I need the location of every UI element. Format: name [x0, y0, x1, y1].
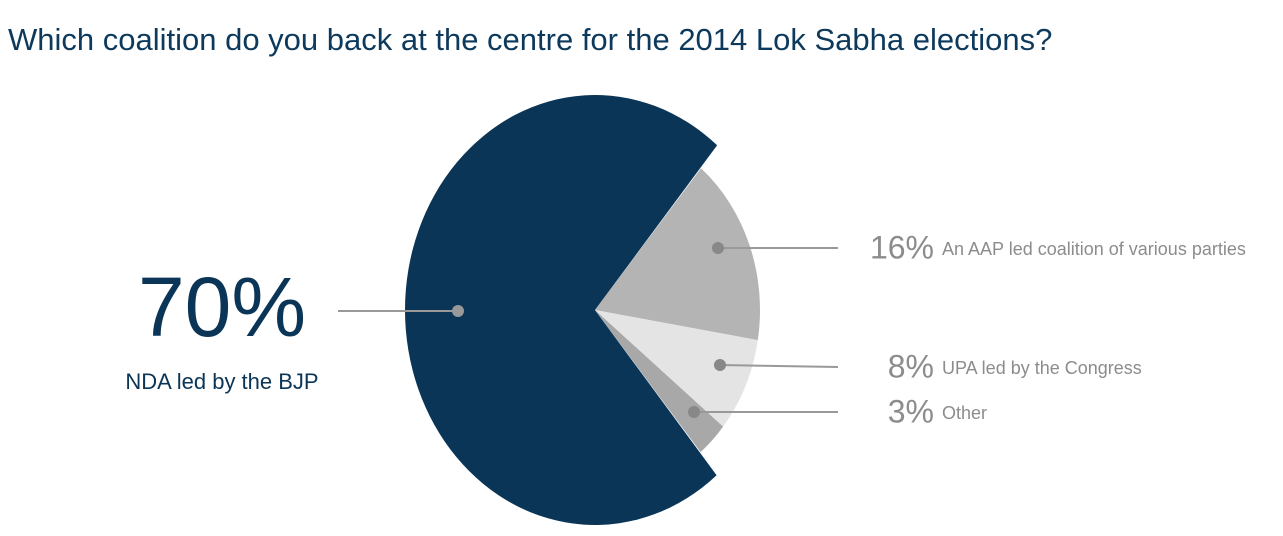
pie-slice	[595, 310, 758, 427]
pie-slice	[595, 168, 760, 341]
chart-title: Which coalition do you back at the centr…	[8, 22, 1052, 57]
leader-dot	[714, 359, 726, 371]
category-label: Other	[942, 403, 987, 423]
pie-slice	[405, 95, 718, 526]
value-label: 3%	[888, 393, 934, 429]
category-label: NDA led by the BJP	[125, 369, 318, 394]
leader-line	[719, 364, 839, 368]
leader-dot	[452, 305, 464, 317]
value-label: 8%	[888, 348, 934, 384]
category-label: UPA led by the Congress	[942, 358, 1142, 378]
leader-dot	[688, 406, 700, 418]
leader-dot	[712, 242, 724, 254]
value-label: 16%	[870, 229, 934, 265]
category-label: An AAP led coalition of various parties	[942, 239, 1246, 259]
value-label: 70%	[138, 260, 306, 354]
